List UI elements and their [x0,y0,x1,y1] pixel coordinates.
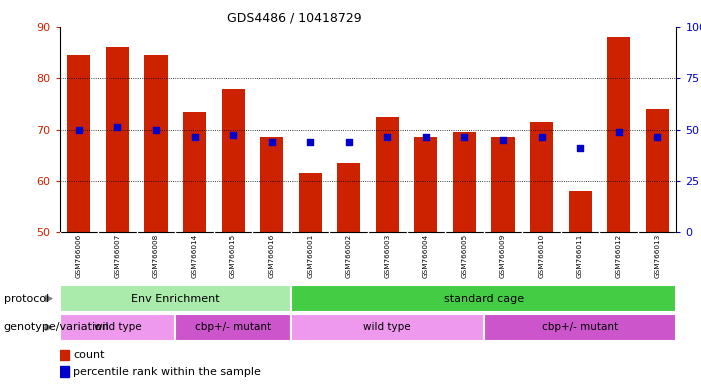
Bar [569,191,592,232]
Title: GDS4486 / 10418729: GDS4486 / 10418729 [226,11,361,24]
Bar [222,89,245,232]
Point [111,124,123,130]
Text: GSM766015: GSM766015 [230,234,236,278]
Text: GSM766001: GSM766001 [307,234,313,278]
Bar [291,313,484,341]
Text: GSM766002: GSM766002 [346,234,352,278]
Text: genotype/variation: genotype/variation [4,322,109,333]
Bar [183,112,206,232]
Bar [67,55,90,232]
Text: percentile rank within the sample: percentile rank within the sample [74,366,261,377]
Point [189,134,200,141]
Point [381,134,393,141]
Point [652,134,663,141]
Text: GSM766009: GSM766009 [500,234,506,278]
Text: protocol: protocol [4,293,49,304]
Text: GSM766016: GSM766016 [268,234,275,278]
Point [150,127,161,133]
Point [266,139,278,146]
Bar [60,313,175,341]
Bar [144,55,168,232]
Text: Env Enrichment: Env Enrichment [131,293,219,304]
Bar [646,109,669,232]
Text: GSM766014: GSM766014 [191,234,198,278]
Text: GSM766005: GSM766005 [461,234,468,278]
Bar [376,117,399,232]
Bar [414,137,437,232]
Text: GSM766006: GSM766006 [76,234,82,278]
Text: GSM766010: GSM766010 [538,234,545,278]
Bar [175,313,291,341]
Point [227,132,238,138]
Text: GSM766004: GSM766004 [423,234,429,278]
Point [343,139,354,146]
Bar [299,173,322,232]
Text: cbp+/- mutant: cbp+/- mutant [542,322,618,333]
Point [459,134,470,141]
Point [74,127,84,133]
Bar [106,47,129,232]
Point [613,129,624,135]
Bar [337,163,360,232]
Point [498,137,509,143]
Point [304,139,315,146]
Bar [60,366,69,377]
Text: GSM766008: GSM766008 [153,234,159,278]
Text: GSM766011: GSM766011 [577,234,583,278]
Bar [530,122,553,232]
Bar [453,132,476,232]
Text: wild type: wild type [364,322,411,333]
Text: GSM766007: GSM766007 [114,234,121,278]
Text: cbp+/- mutant: cbp+/- mutant [195,322,271,333]
Bar [291,285,676,313]
Point [575,144,586,151]
Text: GSM766013: GSM766013 [654,234,660,278]
Text: GSM766012: GSM766012 [615,234,622,278]
Text: count: count [74,350,105,360]
Bar [60,350,69,360]
Bar [607,37,630,232]
Bar [484,313,676,341]
Point [421,134,432,141]
Text: standard cage: standard cage [444,293,524,304]
Bar [491,137,515,232]
Point [536,134,547,141]
Bar [60,285,291,313]
Text: GSM766003: GSM766003 [384,234,390,278]
Text: wild type: wild type [94,322,141,333]
Bar [260,137,283,232]
